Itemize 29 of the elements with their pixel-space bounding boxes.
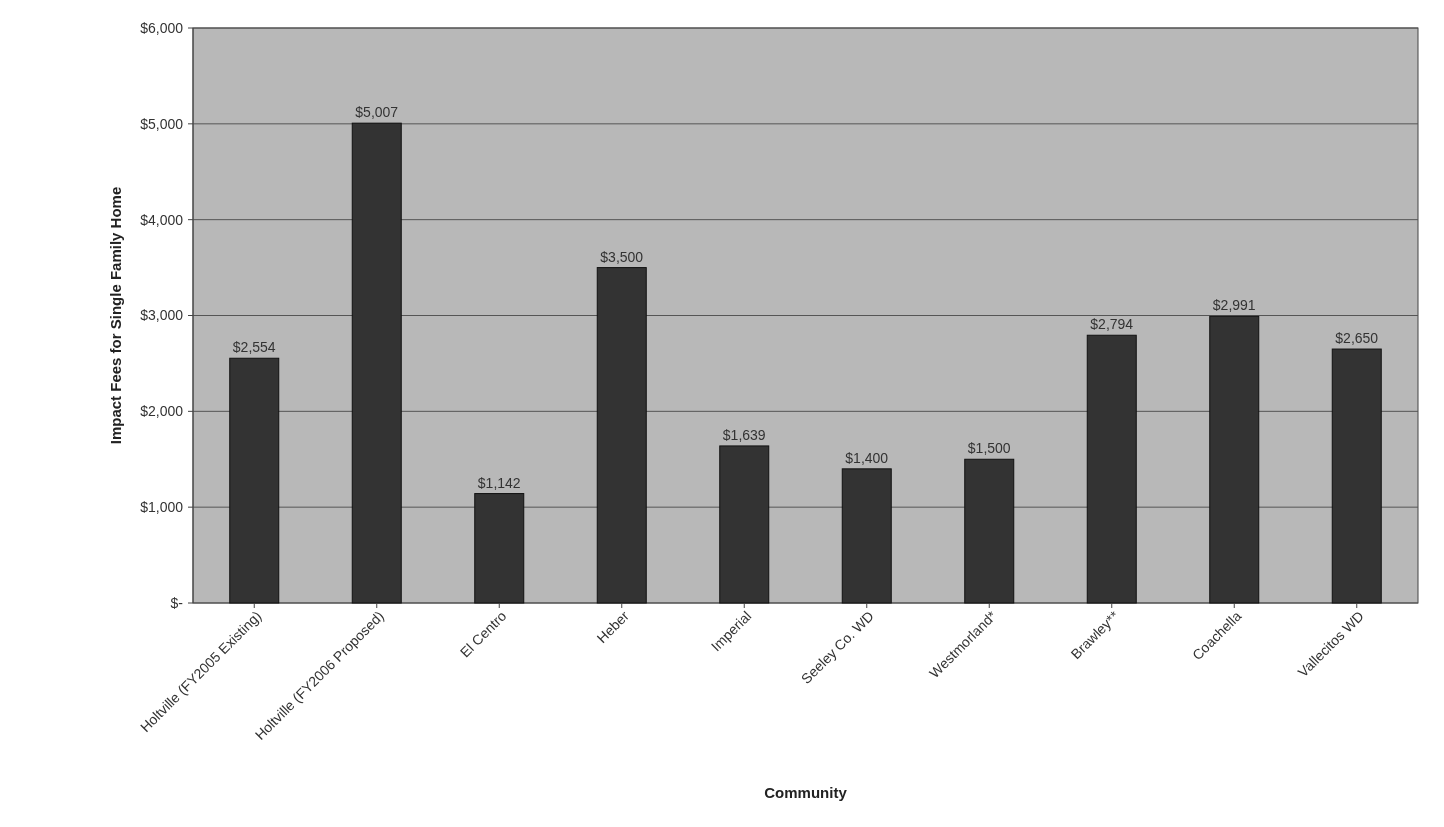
bar xyxy=(1086,334,1137,604)
bar xyxy=(1209,315,1260,604)
data-label: $1,639 xyxy=(722,426,766,443)
x-axis-title: Community xyxy=(764,784,848,801)
bar xyxy=(474,493,525,604)
y-tick-label: $5,000 xyxy=(140,115,184,132)
bar xyxy=(351,122,402,604)
bar xyxy=(1331,348,1382,604)
bar xyxy=(719,445,770,604)
y-tick-label: $4,000 xyxy=(140,211,184,228)
y-tick-label: $3,000 xyxy=(140,307,184,324)
data-label: $5,007 xyxy=(355,104,399,121)
data-label: $2,554 xyxy=(232,339,276,356)
data-label: $3,500 xyxy=(600,248,644,265)
y-tick-label: $2,000 xyxy=(140,403,184,420)
data-label: $2,794 xyxy=(1090,316,1134,333)
bar xyxy=(229,357,280,604)
data-label: $2,991 xyxy=(1212,297,1256,314)
data-label: $1,142 xyxy=(477,474,521,491)
y-tick-label: $6,000 xyxy=(140,19,184,36)
y-axis-title: Impact Fees for Single Family Home xyxy=(107,186,124,445)
data-label: $1,500 xyxy=(967,440,1011,457)
bar xyxy=(841,468,892,604)
data-label: $1,400 xyxy=(845,449,889,466)
bar xyxy=(596,267,647,604)
y-tick-label: $1,000 xyxy=(140,499,184,516)
bar xyxy=(964,458,1015,604)
y-tick-label: $- xyxy=(170,594,184,611)
data-label: $2,650 xyxy=(1335,330,1379,347)
